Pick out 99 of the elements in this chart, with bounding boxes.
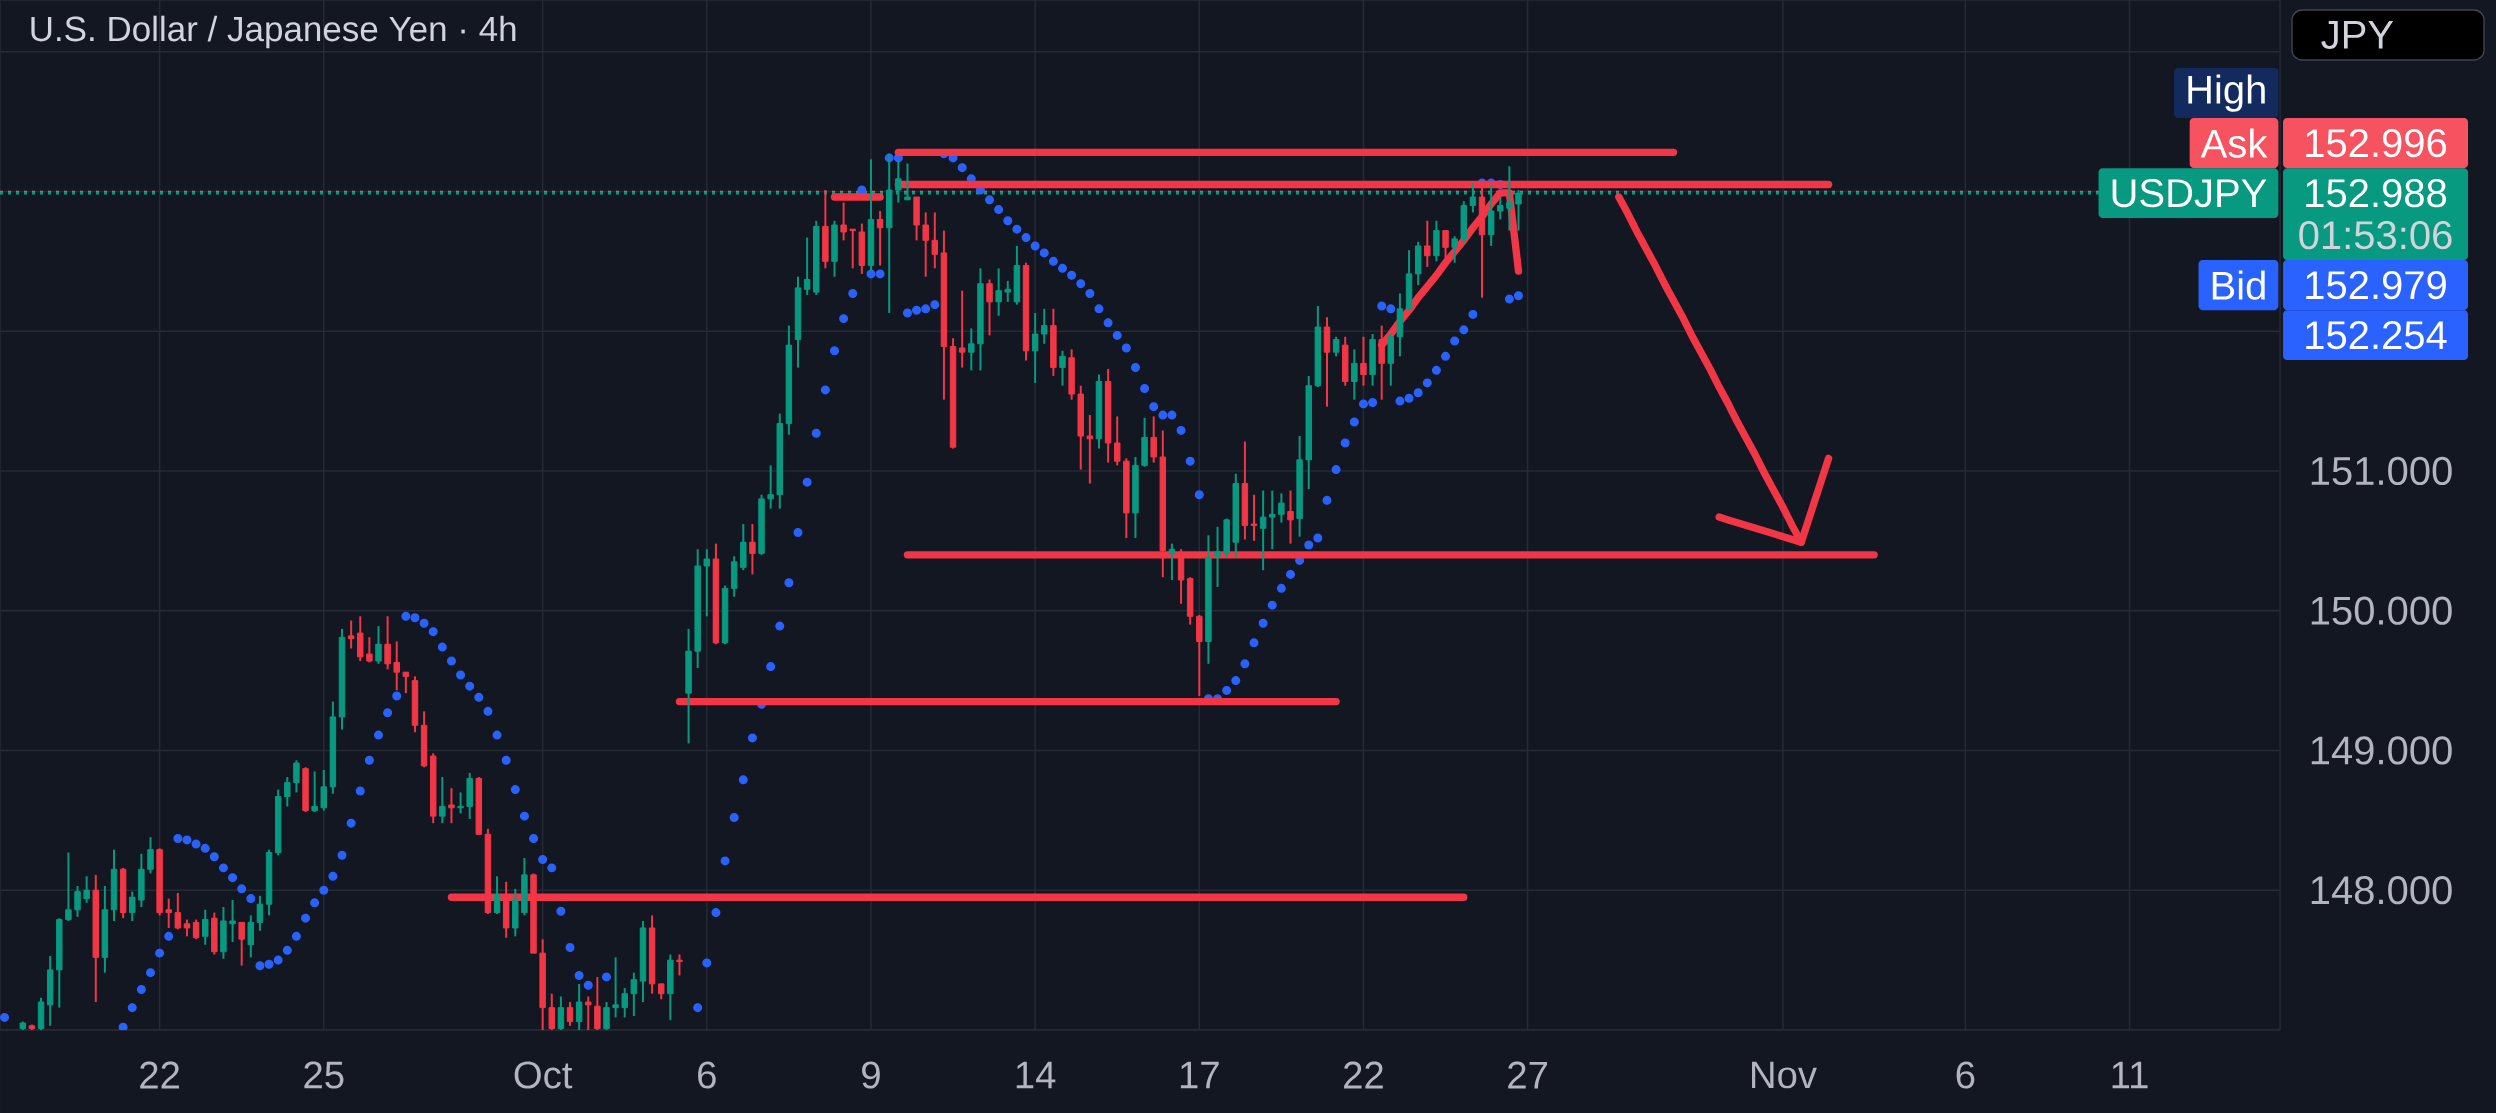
- candlestick: [347, 619, 355, 650]
- candlestick: [165, 897, 172, 929]
- candlestick: [293, 759, 300, 794]
- candlestick: [1278, 492, 1285, 524]
- text: 152.254: [2306, 320, 2447, 350]
- candlestick: [402, 671, 410, 695]
- candlestick: [457, 791, 464, 815]
- candlestick: [594, 975, 601, 1030]
- chart-title: U.S. Dollar / Japanese Yen · 4h: [31, 15, 516, 49]
- candlestick: [968, 327, 975, 372]
- annotation: High: [2188, 74, 2265, 112]
- x-tick-label: 14: [1016, 1061, 1056, 1089]
- candlestick: [393, 640, 400, 692]
- x-tick-label: 22: [1344, 1061, 1383, 1089]
- candlestick: [585, 995, 592, 1030]
- candlestick: [1451, 235, 1458, 264]
- candlestick: [767, 464, 774, 510]
- candlestick: [1287, 489, 1294, 545]
- candlestick: [147, 836, 154, 875]
- x-tick-label: 27: [1508, 1061, 1548, 1089]
- candlestick: [1351, 348, 1358, 401]
- ref-line-label: USDJPY: [2112, 178, 2267, 208]
- candlestick: [1004, 279, 1012, 303]
- candlestick: [1041, 307, 1048, 345]
- candlestick: [357, 615, 364, 663]
- candlestick: [74, 885, 81, 918]
- text: 152.988: [2306, 178, 2447, 208]
- candlestick: [995, 267, 1002, 317]
- candlestick: [65, 851, 72, 922]
- candlestick: [238, 921, 245, 967]
- candlestick: [1250, 493, 1258, 542]
- candlestick: [1168, 542, 1176, 581]
- candlestick: [1424, 219, 1431, 268]
- text: 01:53:06: [2299, 220, 2452, 250]
- candlestick: [1269, 489, 1276, 551]
- candlestick: [575, 982, 583, 1030]
- candlestick: [439, 776, 446, 825]
- y-tick-label: 149.000: [2311, 736, 2452, 765]
- candlestick: [1086, 414, 1094, 485]
- candlestick: [247, 914, 255, 959]
- x-tick-label: 17: [1180, 1061, 1219, 1089]
- candlestick: [174, 892, 182, 931]
- candlestick: [849, 228, 856, 270]
- candlestick: [922, 211, 929, 278]
- x-tick-label: 11: [2112, 1061, 2148, 1089]
- candlestick: [1031, 312, 1039, 384]
- x-tick-label: 9: [862, 1061, 880, 1089]
- text: 152.979: [2306, 270, 2446, 300]
- candlestick: [229, 899, 236, 943]
- candlestick: [557, 995, 565, 1030]
- candlestick: [1150, 415, 1157, 464]
- candlestick: [621, 987, 628, 1019]
- candlestick: [986, 278, 993, 337]
- candlestick: [284, 776, 291, 808]
- x-tick-label: Oct: [514, 1061, 573, 1089]
- candlestick: [493, 875, 501, 915]
- x-tick-label: 6: [698, 1061, 716, 1089]
- candlestick: [703, 548, 711, 618]
- candlestick: [630, 971, 638, 1018]
- candlestick: [840, 201, 847, 242]
- x-tick-label: 25: [304, 1061, 344, 1089]
- candlestick: [83, 875, 90, 904]
- y-tick-label: 151.000: [2311, 456, 2452, 486]
- candlestick: [1059, 349, 1066, 387]
- candlestick: [1259, 489, 1267, 572]
- candlestick: [612, 956, 619, 1019]
- candlestick: [876, 210, 884, 267]
- candlestick: [958, 289, 966, 369]
- candlestick: [803, 236, 811, 296]
- candlestick: [1360, 335, 1367, 387]
- y-tick-label: 150.000: [2311, 596, 2452, 625]
- text: 152.996: [2306, 128, 2447, 158]
- candlestick: [320, 769, 327, 812]
- candlestick: [1506, 165, 1513, 232]
- candlestick: [129, 890, 136, 922]
- candlestick: [1497, 196, 1504, 221]
- candlestick: [1113, 415, 1121, 467]
- text: JPY: [2321, 21, 2394, 49]
- candlestick: [1332, 335, 1340, 358]
- legend-label: Ask: [2200, 128, 2268, 158]
- candlestick: [256, 894, 264, 932]
- candlestick: [384, 615, 391, 671]
- candlestick: [366, 636, 373, 664]
- candlestick: [1214, 525, 1221, 588]
- candlestick: [448, 787, 455, 825]
- candlestick: [311, 770, 318, 813]
- y-tick-label: 148.000: [2311, 876, 2452, 905]
- x-tick-label: Nov: [1752, 1061, 1817, 1089]
- candlestick: [749, 523, 756, 576]
- x-tick-label: 22: [140, 1061, 179, 1089]
- candlestick: [931, 211, 939, 270]
- candlestick: [603, 1001, 610, 1030]
- candlestick: [192, 918, 200, 941]
- annotation: Bid: [2212, 270, 2265, 300]
- candlestick: [566, 1001, 574, 1027]
- candlestick: [676, 953, 683, 977]
- candlestick: [201, 908, 209, 946]
- candlestick: [375, 625, 382, 665]
- x-tick-label: 6: [1956, 1061, 1975, 1089]
